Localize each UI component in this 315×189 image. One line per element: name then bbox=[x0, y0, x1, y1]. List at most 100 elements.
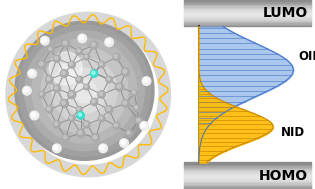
Circle shape bbox=[60, 63, 75, 78]
Bar bbox=[184, 18, 311, 20]
Bar bbox=[184, 185, 311, 186]
Circle shape bbox=[77, 77, 80, 80]
Bar bbox=[184, 168, 311, 169]
Circle shape bbox=[41, 47, 128, 134]
Circle shape bbox=[113, 54, 120, 61]
Bar bbox=[184, 9, 311, 11]
Circle shape bbox=[122, 100, 129, 107]
Circle shape bbox=[19, 25, 158, 164]
Circle shape bbox=[47, 107, 50, 110]
Bar bbox=[184, 180, 311, 181]
Circle shape bbox=[142, 77, 151, 85]
Bar bbox=[184, 182, 311, 184]
Circle shape bbox=[77, 112, 84, 119]
Circle shape bbox=[29, 70, 33, 75]
Bar bbox=[184, 181, 311, 182]
Circle shape bbox=[38, 60, 46, 69]
Circle shape bbox=[77, 49, 80, 52]
Circle shape bbox=[92, 70, 95, 73]
Circle shape bbox=[99, 92, 103, 95]
Bar bbox=[184, 169, 311, 170]
Circle shape bbox=[62, 40, 70, 48]
Circle shape bbox=[114, 124, 117, 127]
Circle shape bbox=[83, 121, 90, 128]
Circle shape bbox=[84, 54, 90, 60]
Circle shape bbox=[93, 135, 97, 139]
Circle shape bbox=[47, 77, 50, 81]
Circle shape bbox=[84, 84, 89, 90]
Circle shape bbox=[78, 34, 87, 43]
Circle shape bbox=[91, 70, 98, 77]
Circle shape bbox=[62, 101, 65, 105]
Circle shape bbox=[100, 116, 102, 119]
Circle shape bbox=[60, 70, 68, 77]
Circle shape bbox=[23, 86, 31, 95]
Circle shape bbox=[98, 91, 105, 98]
Text: HOMO: HOMO bbox=[259, 169, 308, 183]
Circle shape bbox=[52, 58, 117, 124]
Circle shape bbox=[54, 56, 58, 60]
Circle shape bbox=[134, 105, 140, 111]
Circle shape bbox=[84, 122, 88, 125]
Bar bbox=[184, 164, 311, 165]
Bar bbox=[184, 25, 311, 26]
Bar bbox=[184, 20, 311, 21]
Text: NID: NID bbox=[281, 126, 305, 139]
Bar bbox=[184, 8, 311, 9]
Bar bbox=[184, 5, 311, 7]
Bar bbox=[184, 13, 311, 15]
Circle shape bbox=[54, 145, 58, 150]
Circle shape bbox=[99, 61, 105, 68]
Circle shape bbox=[72, 79, 96, 103]
Circle shape bbox=[68, 61, 75, 68]
Circle shape bbox=[141, 123, 146, 127]
Bar bbox=[184, 4, 311, 5]
Circle shape bbox=[46, 76, 53, 83]
Circle shape bbox=[53, 121, 60, 128]
Circle shape bbox=[39, 62, 43, 66]
Text: OID: OID bbox=[299, 50, 315, 63]
Text: LUMO: LUMO bbox=[263, 6, 308, 20]
Circle shape bbox=[53, 55, 60, 62]
Circle shape bbox=[120, 139, 129, 147]
Circle shape bbox=[98, 115, 105, 122]
Circle shape bbox=[24, 88, 28, 92]
Circle shape bbox=[85, 55, 87, 58]
Circle shape bbox=[69, 62, 72, 65]
Bar bbox=[184, 21, 311, 22]
Circle shape bbox=[60, 99, 68, 108]
Bar bbox=[184, 162, 311, 164]
Bar bbox=[184, 0, 311, 1]
Bar bbox=[184, 165, 311, 167]
Circle shape bbox=[85, 85, 87, 88]
Circle shape bbox=[46, 106, 53, 113]
Circle shape bbox=[2, 9, 174, 180]
Circle shape bbox=[78, 113, 82, 116]
Circle shape bbox=[105, 106, 113, 113]
Circle shape bbox=[54, 86, 58, 89]
Bar bbox=[184, 6, 311, 8]
Circle shape bbox=[53, 85, 60, 92]
Bar bbox=[184, 12, 311, 13]
Circle shape bbox=[42, 38, 46, 42]
Bar bbox=[184, 176, 311, 177]
Circle shape bbox=[78, 131, 82, 134]
Circle shape bbox=[15, 21, 154, 160]
Bar bbox=[184, 22, 311, 24]
Circle shape bbox=[69, 92, 73, 96]
Circle shape bbox=[113, 122, 120, 129]
Bar bbox=[184, 170, 311, 172]
Bar bbox=[184, 184, 311, 185]
Circle shape bbox=[25, 31, 144, 151]
Bar bbox=[184, 24, 311, 25]
Bar bbox=[184, 1, 311, 3]
Circle shape bbox=[126, 130, 133, 137]
Bar bbox=[184, 177, 311, 178]
Circle shape bbox=[62, 71, 65, 75]
Circle shape bbox=[91, 69, 97, 75]
Circle shape bbox=[107, 77, 110, 80]
Circle shape bbox=[99, 144, 107, 153]
Circle shape bbox=[77, 107, 80, 110]
Circle shape bbox=[48, 47, 54, 53]
Circle shape bbox=[90, 41, 98, 49]
